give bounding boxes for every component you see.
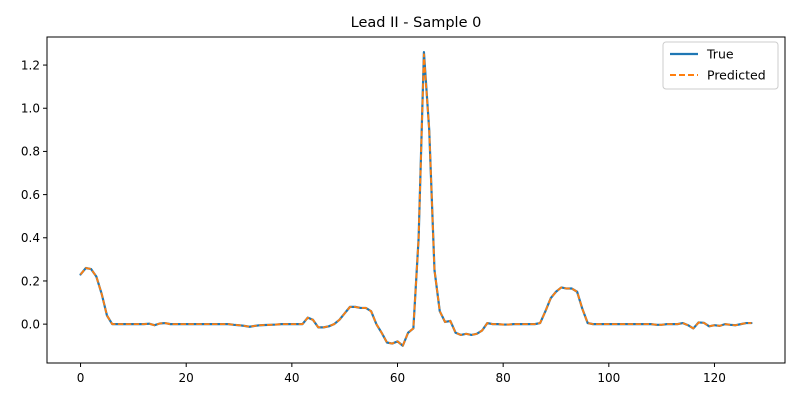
x-tick-label: 100 xyxy=(597,371,620,385)
y-tick-label: 1.2 xyxy=(21,58,40,72)
x-tick-label: 80 xyxy=(496,371,511,385)
series-layer xyxy=(79,51,753,347)
x-tick-label: 40 xyxy=(284,371,299,385)
y-tick-label: 0.2 xyxy=(21,274,40,288)
y-tick-label: 0.0 xyxy=(21,317,40,331)
legend-label-predicted: Predicted xyxy=(707,68,766,83)
plot-frame xyxy=(46,36,786,364)
y-tick-label: 1.0 xyxy=(21,102,40,116)
y-tick-label: 0.6 xyxy=(21,188,40,202)
legend: True Predicted xyxy=(662,41,779,90)
x-tick-label: 20 xyxy=(179,371,194,385)
x-tick-label: 0 xyxy=(77,371,85,385)
x-tick-label: 120 xyxy=(703,371,726,385)
series-line-predicted xyxy=(79,53,752,347)
x-axis-ticks: 0 20 40 60 80 100 120 xyxy=(77,363,726,385)
y-tick-label: 0.8 xyxy=(21,145,40,159)
y-axis-ticks: 0.0 0.2 0.4 0.6 0.8 1.0 1.2 xyxy=(21,58,47,331)
legend-label-true: True xyxy=(706,47,734,62)
x-tick-label: 60 xyxy=(390,371,405,385)
y-tick-label: 0.4 xyxy=(21,231,40,245)
plot-area xyxy=(47,37,785,363)
chart-title: Lead II - Sample 0 xyxy=(351,15,482,31)
